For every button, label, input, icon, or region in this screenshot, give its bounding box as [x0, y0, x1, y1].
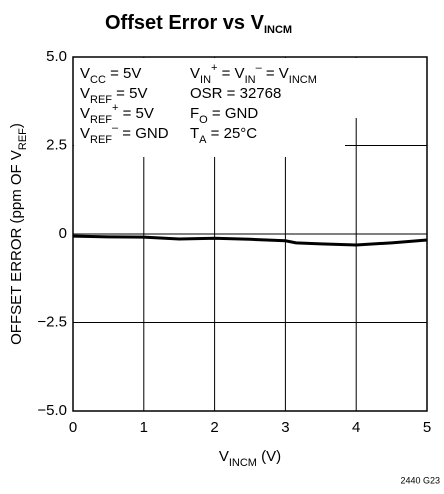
footnote: 2440 G23	[400, 475, 440, 485]
x-axis-label: VINCM (V)	[219, 448, 281, 469]
text-part: V	[80, 85, 90, 102]
y-tick-label: −5.0	[37, 402, 67, 419]
text-part: Offset Error vs V	[105, 12, 265, 34]
text-part: OSR = 32768	[190, 85, 281, 102]
annotation: VIN+ = VIN– = VINCM	[190, 62, 317, 86]
y-tick-label: 5.0	[46, 48, 67, 65]
text-part: V	[219, 448, 229, 465]
y-axis-label: OFFSET ERROR (ppm OF VREF)	[8, 123, 29, 345]
y-tick-label: −2.5	[37, 313, 67, 330]
annotation: VREF+ = 5V	[80, 102, 154, 126]
text-part: OFFSET ERROR (ppm OF V	[8, 150, 25, 345]
text-part: V	[80, 105, 90, 122]
text-sub: O	[199, 114, 208, 126]
text-part: = 5V	[118, 105, 153, 122]
text-sub: REF	[90, 94, 112, 106]
text-sub: INCM	[289, 74, 317, 86]
text-part: V	[80, 65, 90, 82]
y-tick-label: 2.5	[46, 136, 67, 153]
text-super: +	[211, 62, 217, 74]
text-part: F	[190, 105, 199, 122]
text-super: +	[112, 102, 118, 114]
text-part: T	[190, 125, 199, 142]
text-sub: A	[199, 134, 207, 146]
text-part: )	[8, 123, 25, 128]
text-part: = 25°C	[207, 125, 258, 142]
text-sub: CC	[90, 74, 106, 86]
y-tick-label: 0	[59, 225, 67, 242]
annotation: TA = 25°C	[190, 125, 257, 146]
chart-title: Offset Error vs VINCM	[105, 12, 292, 36]
data-line	[72, 234, 428, 247]
text-part: = 5V	[112, 85, 147, 102]
annotation: VCC = 5V	[80, 65, 141, 86]
x-tick-label: 5	[423, 419, 431, 436]
text-part: = GND	[118, 125, 169, 142]
text-sub: INCM	[264, 24, 292, 36]
text-sub: REF	[90, 134, 112, 146]
text-part: V	[190, 65, 200, 82]
text-part: V	[80, 125, 90, 142]
x-tick-label: 2	[210, 419, 218, 436]
plot-frame	[72, 56, 428, 412]
annotation-backdrop	[74, 58, 371, 118]
annotation: OSR = 32768	[190, 85, 281, 102]
text-part: = V	[217, 65, 244, 82]
text-sub: INCM	[229, 457, 257, 469]
annotation: VREF = 5V	[80, 85, 147, 106]
annotation: VREF– = GND	[80, 122, 169, 146]
annotation: FO = GND	[190, 105, 258, 126]
text-part: (V)	[257, 448, 281, 465]
text-part: = GND	[208, 105, 259, 122]
text-sub: REF	[17, 128, 29, 150]
x-tick-label: 4	[352, 419, 360, 436]
text-sub: REF	[90, 114, 112, 126]
text-super: –	[112, 122, 119, 134]
text-part: = V	[262, 65, 289, 82]
x-tick-label: 0	[69, 419, 77, 436]
x-tick-label: 1	[140, 419, 148, 436]
x-tick-label: 3	[281, 419, 289, 436]
text-super: –	[256, 62, 263, 74]
text-part: = 5V	[106, 65, 141, 82]
text-sub: IN	[245, 74, 256, 86]
text-sub: IN	[200, 74, 211, 86]
